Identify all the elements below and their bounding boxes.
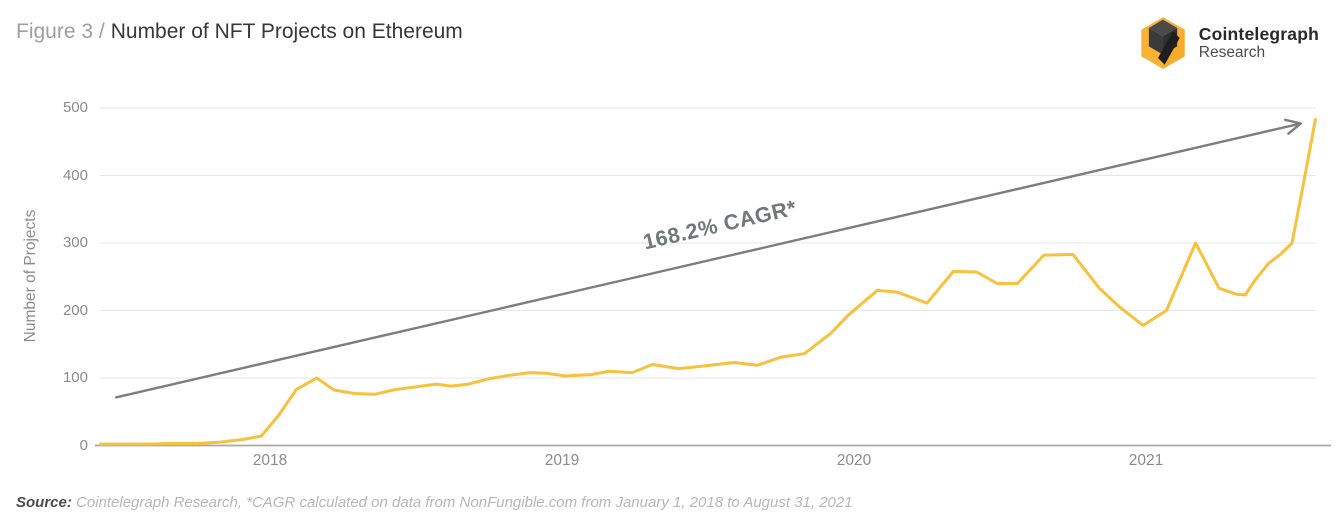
figure-title: Number of NFT Projects on Ethereum: [110, 20, 463, 43]
cointelegraph-cube-icon: [1141, 17, 1185, 69]
y-tick-label: 500: [62, 99, 88, 116]
figure-label: Figure 3 /: [16, 20, 105, 43]
trend-arrowhead: [1283, 118, 1303, 135]
logo: Cointelegraph Research: [1138, 16, 1319, 70]
source-text: Cointelegraph Research, *CAGR calculated…: [71, 494, 853, 511]
trend-arrow-line: [114, 122, 1302, 399]
source-label: Source:: [16, 494, 72, 511]
source-note: Source: Cointelegraph Research, *CAGR ca…: [16, 494, 853, 511]
y-tick-label: 200: [62, 301, 88, 319]
x-tick-label: 2018: [252, 452, 288, 469]
logo-text: Cointelegraph Research: [1199, 24, 1319, 62]
x-tick-label: 2021: [1128, 452, 1164, 469]
y-tick-label: 300: [62, 234, 88, 251]
logo-subtitle: Research: [1198, 44, 1266, 62]
y-tick-label: 100: [62, 369, 88, 386]
logo-brand: Cointelegraph: [1198, 24, 1319, 45]
x-tick-label: 2019: [544, 452, 580, 469]
page-title: Figure 3 /Number of NFT Projects on Ethe…: [16, 20, 463, 44]
y-tick-label: 0: [79, 436, 88, 454]
y-axis-title: Number of Projects: [22, 209, 39, 343]
nft-projects-line: [99, 118, 1317, 446]
y-tick-label: 400: [62, 166, 88, 184]
x-tick-label: 2020: [836, 452, 872, 469]
